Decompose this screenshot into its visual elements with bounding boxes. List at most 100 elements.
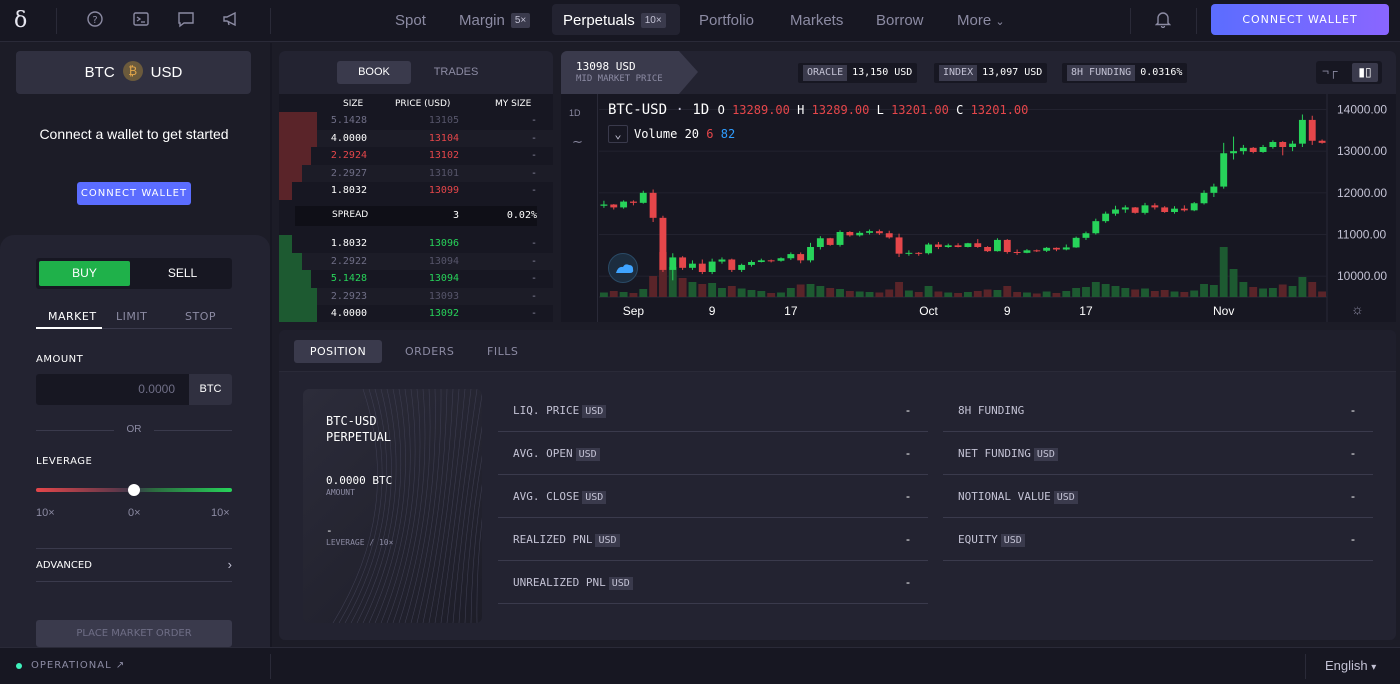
order-type-limit-tab[interactable]: LIMIT <box>116 310 148 323</box>
buy-button[interactable]: BUY <box>39 261 130 286</box>
notification-bell-icon[interactable] <box>1153 10 1173 30</box>
field-label: 8H FUNDING <box>958 404 1024 417</box>
candle-body <box>1062 247 1070 250</box>
candle-body <box>1141 205 1149 213</box>
interval-button[interactable]: 1D <box>569 108 581 118</box>
candlestick-chart[interactable]: 14000.00 13000.00 12000.00 11000.00 10000.00… <box>561 51 1396 322</box>
candle-body <box>1200 192 1208 204</box>
candle-body <box>1289 143 1297 147</box>
bid-row[interactable]: 2.2923 13093 - <box>279 287 553 305</box>
tab-orders[interactable]: ORDERS <box>405 345 455 358</box>
market-selector[interactable]: BTC ₿ USD <box>16 51 251 94</box>
volume-bar <box>1229 269 1238 297</box>
nav-spot[interactable]: Spot <box>395 12 426 29</box>
candle-body <box>649 192 657 218</box>
mid-market-label: MID MARKET PRICE <box>576 74 663 84</box>
field-label-text: REALIZED PNL <box>513 533 593 546</box>
chart-legend: BTC-USD · 1D O 13289.00 H 13289.00 L 132… <box>608 102 1029 118</box>
indicator-icon[interactable]: ∼ <box>572 134 583 149</box>
nav-portfolio[interactable]: Portfolio <box>699 12 755 29</box>
candlestick-chart-icon[interactable]: ▮▯ <box>1352 63 1378 82</box>
nav-perpetuals[interactable]: Perpetuals 10× <box>563 12 666 29</box>
advanced-section[interactable]: ADVANCED › <box>36 548 232 582</box>
leverage-slider-handle[interactable] <box>128 484 140 496</box>
status-link[interactable]: OPERATIONAL ↗ <box>31 660 125 671</box>
candle-body <box>934 244 942 247</box>
ask-row[interactable]: 5.1428 13105 - <box>279 112 553 130</box>
volume-bar <box>1239 282 1248 297</box>
language-selector[interactable]: English ▾ <box>1325 658 1376 673</box>
candle-body <box>885 233 893 238</box>
ask-row[interactable]: 2.2927 13101 - <box>279 164 553 182</box>
amount-input[interactable]: 0.0000 <box>36 374 189 405</box>
x-tick-label: 9 <box>1004 304 1011 318</box>
tradingview-logo-icon[interactable] <box>608 253 638 283</box>
position-panel: POSITION ORDERS FILLS BTC-USD PERPETUAL 0… <box>279 330 1396 640</box>
nav-more[interactable]: More ⌄ <box>957 12 1005 29</box>
amount-unit-selector[interactable]: BTC <box>189 374 232 405</box>
nav-markets[interactable]: Markets <box>790 12 844 29</box>
ask-row[interactable]: 1.8032 13099 - <box>279 182 553 200</box>
divider <box>270 8 271 34</box>
bid-row[interactable]: 2.2922 13094 - <box>279 252 553 270</box>
candle-body <box>797 254 805 261</box>
trades-tab[interactable]: TRADES <box>433 66 479 78</box>
oracle-key: ORACLE <box>803 65 848 81</box>
announcement-icon[interactable] <box>221 10 241 30</box>
volume-bar <box>1268 288 1277 297</box>
help-icon[interactable]: ? <box>85 10 105 30</box>
order-type-stop-tab[interactable]: STOP <box>185 310 216 323</box>
candle-body <box>1043 247 1051 251</box>
divider <box>270 654 271 679</box>
ask-depth-bar <box>279 147 312 165</box>
volume-bar <box>1101 284 1110 297</box>
bitcoin-icon: ₿ <box>122 61 143 81</box>
candle-body <box>1013 252 1021 253</box>
unit-badge: USD <box>575 448 600 461</box>
ask-row[interactable]: 2.2924 13102 - <box>279 147 553 165</box>
field-value: - <box>1351 532 1355 546</box>
nav-margin[interactable]: Margin 5× <box>459 12 531 29</box>
volume-bar <box>708 283 717 297</box>
dydx-logo[interactable]: δ <box>14 8 28 33</box>
candle-body <box>1318 140 1326 143</box>
order-type-market-tab[interactable]: MARKET <box>48 310 97 323</box>
bid-price: 13094 <box>428 273 459 284</box>
index-key: INDEX <box>939 65 978 81</box>
chart-interval: 1D <box>692 102 710 118</box>
connect-wallet-button[interactable]: CONNECT WALLET <box>1211 4 1389 35</box>
tab-fills[interactable]: FILLS <box>487 345 519 358</box>
volume-bar <box>1023 292 1031 297</box>
bid-row[interactable]: 1.8032 13096 - <box>279 235 553 253</box>
nav-borrow[interactable]: Borrow <box>876 12 924 29</box>
bid-row[interactable]: 5.1428 13094 - <box>279 270 553 288</box>
candle-body <box>1230 151 1237 154</box>
terminal-icon[interactable] <box>131 10 151 30</box>
bid-row[interactable]: 4.0000 13092 - <box>279 305 553 322</box>
volume-bar <box>1318 291 1327 297</box>
external-link-icon: ↗ <box>115 660 126 671</box>
chart-settings-icon[interactable]: ☼ <box>1351 301 1364 317</box>
candle-body <box>1249 147 1257 152</box>
sell-button[interactable]: SELL <box>167 266 198 280</box>
feedback-icon[interactable] <box>176 10 196 30</box>
tab-underline <box>36 328 232 329</box>
candle-body <box>1259 147 1267 152</box>
place-order-button[interactable]: PLACE MARKET ORDER <box>36 620 232 647</box>
chart-header: 13098 USD MID MARKET PRICE ORACLE 13,150 … <box>561 51 1396 94</box>
ohlc-o-label: O <box>717 103 725 117</box>
tab-position[interactable]: POSITION <box>294 340 382 363</box>
volume-bar <box>845 291 854 297</box>
volume-bar <box>1278 284 1287 297</box>
field-label-text: 8H FUNDING <box>958 404 1025 417</box>
candle-body <box>698 263 706 272</box>
volume-bar <box>806 284 815 297</box>
bid-depth-bar <box>279 235 293 253</box>
funding-value: 0.0316% <box>1140 67 1183 78</box>
ask-row[interactable]: 4.0000 13104 - <box>279 129 553 147</box>
depth-chart-icon[interactable]: ¬┌ <box>1322 64 1338 78</box>
connect-wallet-button-secondary[interactable]: CONNECT WALLET <box>77 182 191 205</box>
field-label: AVG. CLOSE USD <box>513 490 607 504</box>
book-tab[interactable]: BOOK <box>337 61 411 84</box>
chevron-down-icon[interactable]: ⌄ <box>608 125 628 143</box>
